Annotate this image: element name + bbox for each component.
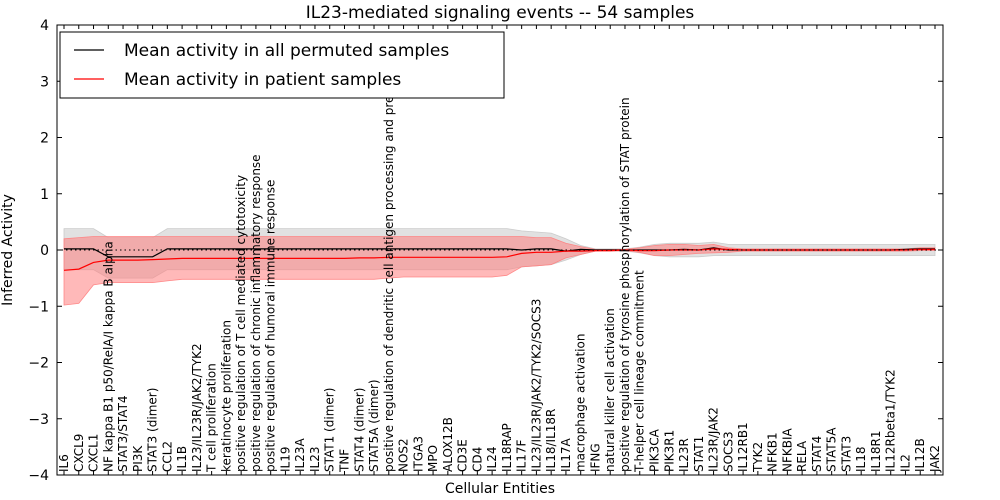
- y-axis-ticks: −4 −3 −2 −1 0 1 2 3 4: [28, 18, 943, 484]
- x-tick-label: T cell proliferation: [205, 363, 219, 473]
- legend: Mean activity in all permuted samples Me…: [59, 31, 505, 99]
- x-tick-label: IL19: [278, 447, 292, 473]
- x-tick-label: CXCL1: [87, 434, 101, 472]
- legend-label-permuted: Mean activity in all permuted samples: [124, 41, 449, 61]
- confidence-bands: [63, 228, 936, 306]
- x-tick-label: positive regulation of dendritic cell an…: [382, 39, 396, 472]
- x-tick-label: IL23A: [293, 438, 307, 472]
- x-tick-label: PIK3R1: [662, 430, 676, 472]
- x-tick-label: RELA: [795, 440, 809, 472]
- x-tick-label: CXCL9: [72, 434, 86, 472]
- x-tick-label: IL2: [898, 454, 912, 472]
- x-axis-label: Cellular Entities: [445, 481, 555, 497]
- y-tick-label: 1: [40, 187, 49, 203]
- x-tick-label: IL1B: [175, 446, 189, 472]
- x-tick-label: IL12RB1: [736, 422, 750, 472]
- x-tick-label: JAK2: [928, 445, 942, 473]
- x-tick-label: T-helper cell lineage commitment: [633, 270, 647, 473]
- y-axis-label: Inferred Activity: [0, 194, 16, 306]
- x-tick-label: IL23/IL23R/JAK2/TYK2: [190, 343, 204, 472]
- legend-label-patient: Mean activity in patient samples: [124, 70, 401, 90]
- x-tick-label: IL6: [57, 454, 71, 472]
- chart-title: IL23-mediated signaling events -- 54 sam…: [306, 3, 695, 23]
- x-tick-label: IL17F: [515, 440, 529, 472]
- x-tick-label: STAT1: [692, 436, 706, 472]
- x-tick-label: keratinocyte proliferation: [219, 320, 233, 472]
- x-tick-label: IL23R/JAK2: [707, 407, 721, 472]
- x-tick-label: SOCS3: [721, 431, 735, 472]
- series-line-patient: [63, 248, 935, 271]
- x-tick-label: NF kappa B1 p50/RelA/I kappa B alpha: [101, 241, 115, 472]
- x-tick-label: macrophage activation: [574, 334, 588, 472]
- x-tick-label: positive regulation of humoral immune re…: [264, 180, 278, 472]
- x-tick-label: PI3K: [131, 445, 145, 472]
- x-tick-label: IL12B: [913, 438, 927, 472]
- x-tick-label: positive regulation of tyrosine phosphor…: [618, 97, 632, 472]
- legend-box: [59, 31, 505, 99]
- x-tick-label: IL18RAP: [500, 423, 514, 472]
- x-tick-label: CCL2: [160, 441, 174, 472]
- x-tick-label: IL12Rbeta1/TYK2: [884, 369, 898, 472]
- x-tick-label: IL18/IL18R: [544, 409, 558, 472]
- x-tick-label: STAT3 (dimer): [146, 388, 160, 472]
- x-tick-label: STAT4 (dimer): [352, 388, 366, 472]
- x-tick-label: STAT1 (dimer): [323, 388, 337, 472]
- x-tick-label: IL23R: [677, 438, 691, 472]
- plot-frame: [56, 24, 944, 476]
- x-tick-label: STAT5A (dimer): [367, 379, 381, 472]
- x-tick-label: IL23: [308, 447, 322, 473]
- x-tick-label: STAT4: [810, 436, 824, 472]
- x-tick-label: ALOX12B: [441, 417, 455, 472]
- band-patient: [63, 236, 936, 306]
- x-tick-label: TNF: [337, 449, 351, 473]
- x-tick-label: IL17A: [559, 438, 573, 472]
- x-tick-label: positive regulation of T cell mediated c…: [234, 175, 248, 472]
- y-tick-label: 2: [40, 131, 49, 147]
- x-tick-label: IL23/IL23R/JAK2/TYK2/SOCS3: [529, 299, 543, 472]
- x-tick-label: STAT3/STAT4: [116, 395, 130, 472]
- x-tick-label: ITGA3: [411, 436, 425, 472]
- x-tick-label: CD4: [470, 447, 484, 472]
- x-tick-label: TYK2: [751, 442, 765, 473]
- y-tick-label: −1: [28, 299, 49, 315]
- x-tick-label: STAT5A: [825, 427, 839, 472]
- x-tick-label: NFKB1: [766, 432, 780, 472]
- x-tick-label: NFKBIA: [780, 427, 794, 472]
- x-tick-label: IFNG: [588, 443, 602, 472]
- x-tick-label: MPO: [426, 445, 440, 472]
- y-tick-label: −4: [28, 468, 49, 484]
- x-tick-label: STAT3: [839, 436, 853, 472]
- x-tick-label: PIK3CA: [648, 428, 662, 472]
- x-tick-label: positive regulation of chronic inflammat…: [249, 154, 263, 472]
- y-tick-label: −3: [28, 412, 49, 428]
- series-lines: [63, 247, 935, 271]
- x-tick-label: IL18: [854, 447, 868, 473]
- x-tick-label: NOS2: [397, 438, 411, 472]
- y-tick-label: 3: [40, 74, 49, 90]
- x-axis-ticks: IL6 CXCL9 CXCL1 NF kappa B1 p50/RelA/I kapp…: [57, 25, 942, 475]
- y-tick-label: −2: [28, 356, 49, 372]
- y-tick-label: 0: [40, 243, 49, 259]
- y-tick-label: 4: [40, 18, 49, 34]
- x-tick-label: IL18R1: [869, 431, 883, 472]
- x-tick-label: IL24: [485, 447, 499, 473]
- x-tick-label: natural killer cell activation: [603, 308, 617, 472]
- x-tick-label: CD3E: [456, 439, 470, 472]
